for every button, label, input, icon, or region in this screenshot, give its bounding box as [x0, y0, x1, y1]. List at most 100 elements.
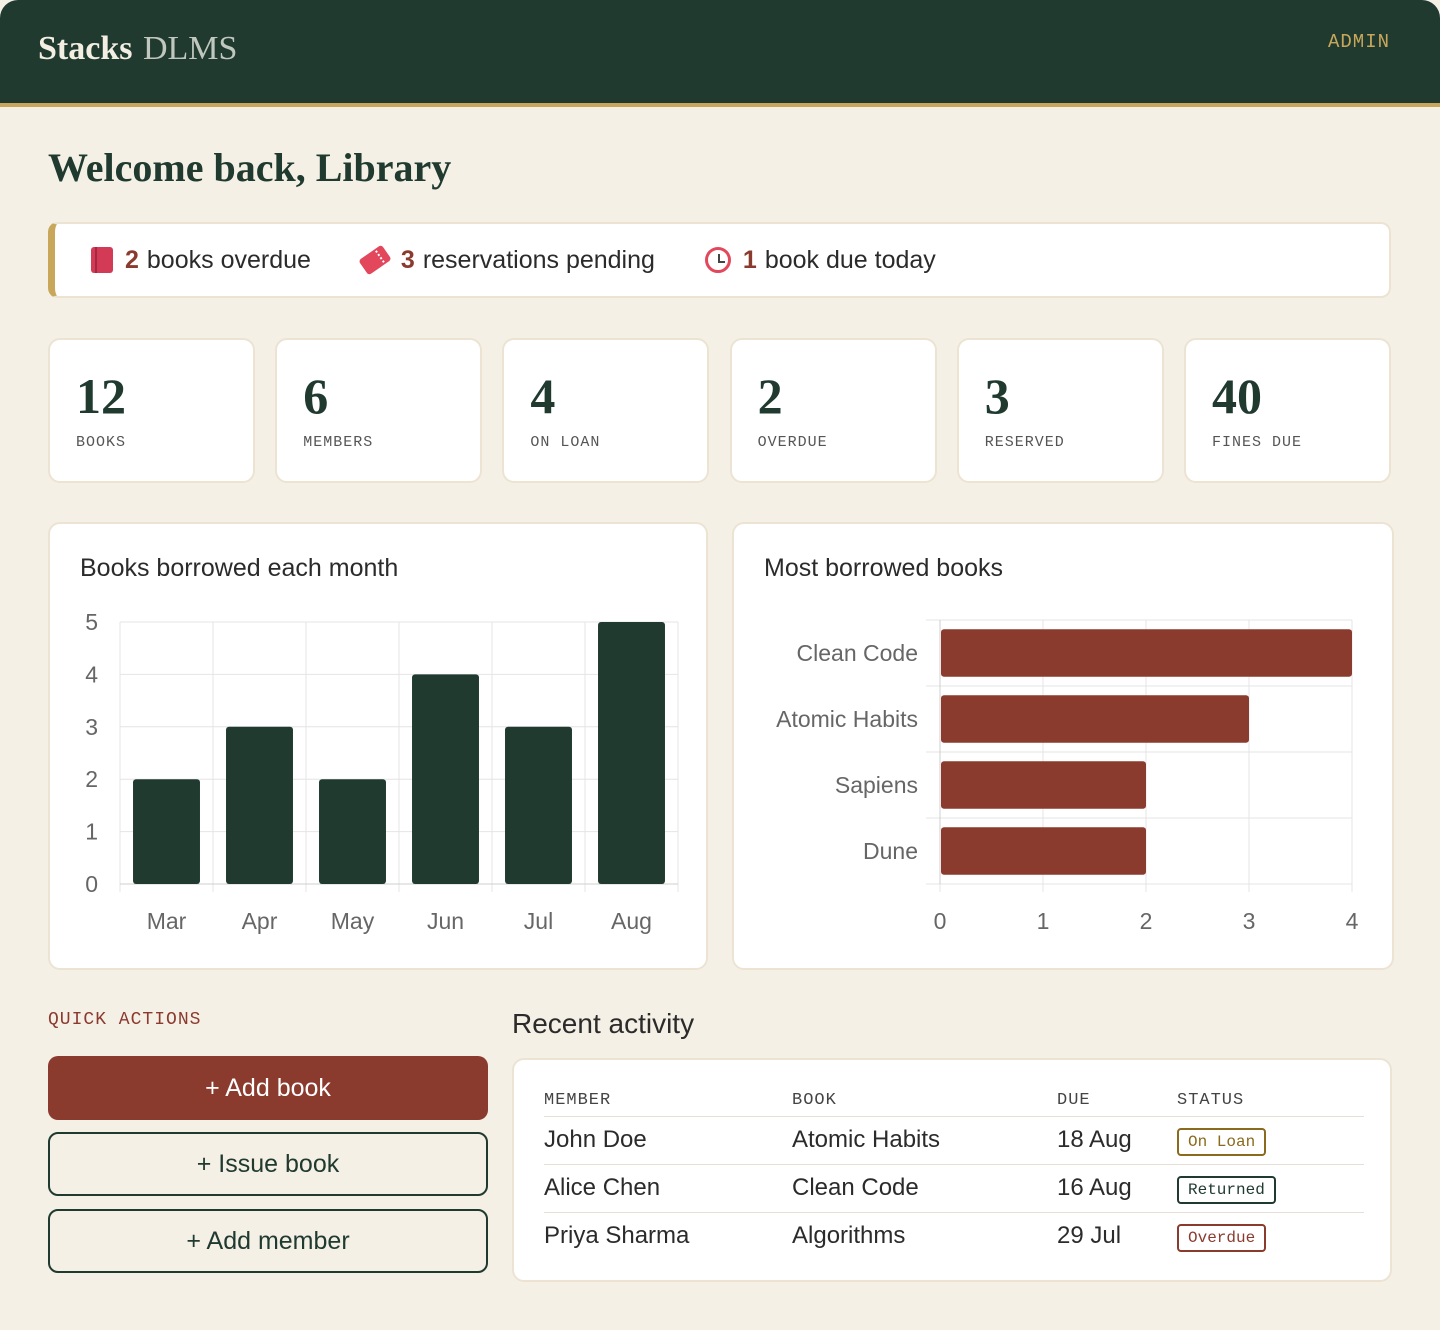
x-tick-label: Mar	[147, 908, 187, 934]
stat-card-books[interactable]: 12 BOOKS	[48, 338, 255, 483]
status-badge: On Loan	[1177, 1127, 1267, 1156]
cell-book: Algorithms	[792, 1222, 906, 1250]
y-tick-label: 1	[85, 819, 98, 845]
top-bar: Stacks DLMS ADMIN	[0, 0, 1440, 107]
y-tick-label: Sapiens	[835, 772, 918, 798]
alert-overdue[interactable]: 2 books overdue	[91, 246, 311, 275]
bar	[941, 761, 1146, 809]
stat-label: BOOKS	[76, 434, 127, 451]
stat-label: FINES DUE	[1211, 434, 1302, 451]
page-title: Welcome back, Library	[48, 145, 452, 190]
user-role-label[interactable]: ADMIN	[1327, 31, 1390, 53]
brand-logo[interactable]: Stacks DLMS	[38, 29, 237, 69]
alert-reservations[interactable]: 3 reservations pending	[358, 244, 655, 276]
x-tick-label: 3	[1243, 908, 1256, 934]
monthly-borrow-chart: 0 1 2 3 4 5 Mar Apr May Jun Jul Aug	[85, 609, 679, 934]
cell-due: 18 Aug	[1057, 1116, 1177, 1165]
cell-status: Returned	[1177, 1164, 1364, 1213]
stat-value: 6	[303, 368, 329, 424]
cell-member: John Doe	[544, 1116, 792, 1165]
recent-activity-heading: Recent activity	[512, 1008, 695, 1039]
stat-value: 2	[757, 368, 783, 424]
bar	[941, 629, 1352, 677]
bar	[941, 695, 1249, 743]
column-header-due[interactable]: DUE	[1057, 1086, 1177, 1117]
ticket-icon	[358, 244, 392, 276]
recent-activity-table: MEMBER BOOK DUE STATUS John Doe Atomic H…	[544, 1086, 1364, 1260]
book-icon	[91, 247, 113, 273]
bar	[941, 827, 1146, 875]
y-tick-label: 2	[85, 766, 98, 792]
stat-value: 12	[76, 368, 126, 424]
cell-member: Priya Sharma	[544, 1222, 690, 1250]
x-tick-label: Apr	[242, 908, 278, 934]
bar	[505, 726, 572, 884]
cell-due: 16 Aug	[1057, 1164, 1177, 1213]
status-badge: Overdue	[1177, 1223, 1267, 1252]
y-tick-label: Dune	[863, 838, 918, 864]
column-header-status[interactable]: STATUS	[1177, 1086, 1364, 1117]
table-row[interactable]: Alice Chen Clean Code 16 Aug Returned	[544, 1164, 1364, 1213]
x-tick-label: May	[331, 908, 375, 934]
cell-member: Alice Chen	[544, 1164, 792, 1213]
bar	[133, 779, 200, 884]
stat-card-overdue[interactable]: 2 OVERDUE	[729, 338, 937, 483]
x-tick-label: 4	[1346, 908, 1359, 934]
alert-count: 3	[400, 245, 415, 274]
y-tick-label: 5	[85, 609, 98, 635]
y-tick-label: 0	[85, 871, 98, 897]
x-tick-label: Jul	[524, 908, 553, 934]
y-tick-label: 3	[85, 714, 98, 740]
issue-book-button[interactable]: + Issue book	[48, 1132, 488, 1196]
alert-text: book due today	[764, 245, 936, 274]
x-tick-label: 1	[1037, 908, 1050, 934]
stat-label: ON LOAN	[530, 434, 601, 451]
quick-actions-heading: QUICK ACTIONS	[48, 1010, 202, 1030]
stat-label: RESERVED	[984, 434, 1065, 451]
stat-label: OVERDUE	[757, 434, 828, 451]
cell-book: Atomic Habits	[792, 1116, 1057, 1165]
x-tick-label: 2	[1140, 908, 1153, 934]
stat-label: MEMBERS	[303, 434, 374, 451]
alert-count: 1	[742, 245, 757, 274]
alarm-clock-icon	[704, 247, 731, 273]
table-row[interactable]: Priya Sharma Algorithms 29 Jul Overdue	[544, 1212, 1364, 1260]
stat-card-on-loan[interactable]: 4 ON LOAN	[502, 338, 710, 483]
stat-value: 40	[1211, 368, 1262, 424]
alert-text: books overdue	[146, 245, 311, 274]
x-tick-label: Aug	[611, 908, 652, 934]
column-header-book[interactable]: BOOK	[792, 1086, 1057, 1117]
alert-strip: 2 books overdue 3 reservations pending 1…	[48, 222, 1391, 298]
table-header-row: MEMBER BOOK DUE STATUS	[544, 1086, 1364, 1117]
stat-cards: 12 BOOKS 6 MEMBERS 4 ON LOAN 2 OVERDUE 3…	[48, 338, 1391, 483]
alert-count: 2	[125, 245, 139, 274]
recent-activity-card: MEMBER BOOK DUE STATUS John Doe Atomic H…	[512, 1058, 1392, 1282]
bar	[226, 726, 293, 884]
cell-status: Overdue	[1177, 1212, 1364, 1260]
y-tick-label: Clean Code	[797, 640, 918, 666]
stat-card-fines[interactable]: 40 FINES DUE	[1183, 338, 1391, 483]
alert-due-today[interactable]: 1 book due today	[704, 245, 936, 275]
y-tick-label: 4	[85, 661, 98, 687]
add-book-button[interactable]: + Add book	[48, 1056, 488, 1120]
table-row[interactable]: John Doe Atomic Habits 18 Aug On Loan	[544, 1116, 1364, 1165]
bar	[598, 622, 665, 884]
chart-title: Books borrowed each month	[80, 554, 399, 582]
column-header-member[interactable]: MEMBER	[544, 1086, 792, 1117]
stat-value: 4	[530, 368, 556, 424]
stat-card-reserved[interactable]: 3 RESERVED	[956, 338, 1164, 483]
chart-title: Most borrowed books	[764, 554, 1004, 582]
bar	[412, 674, 479, 884]
add-member-button[interactable]: + Add member	[48, 1209, 488, 1273]
cell-status: On Loan	[1177, 1116, 1364, 1165]
y-tick-label: Atomic Habits	[776, 706, 918, 732]
monthly-borrow-chart-card: Books borrowed each month 0 1 2 3 4 5 Mar Apr Ma…	[48, 522, 708, 970]
brand-name: Stacks	[38, 30, 133, 67]
stat-card-members[interactable]: 6 MEMBERS	[275, 338, 483, 483]
cell-due: 29 Jul	[1057, 1222, 1122, 1250]
status-badge: Returned	[1177, 1175, 1276, 1204]
most-borrowed-chart-card: Most borrowed books 0 1 2 3 4 Clean Code Atomi…	[732, 522, 1394, 970]
stat-value: 3	[984, 368, 1010, 424]
x-tick-label: Jun	[427, 908, 464, 934]
alert-text: reservations pending	[422, 245, 655, 274]
